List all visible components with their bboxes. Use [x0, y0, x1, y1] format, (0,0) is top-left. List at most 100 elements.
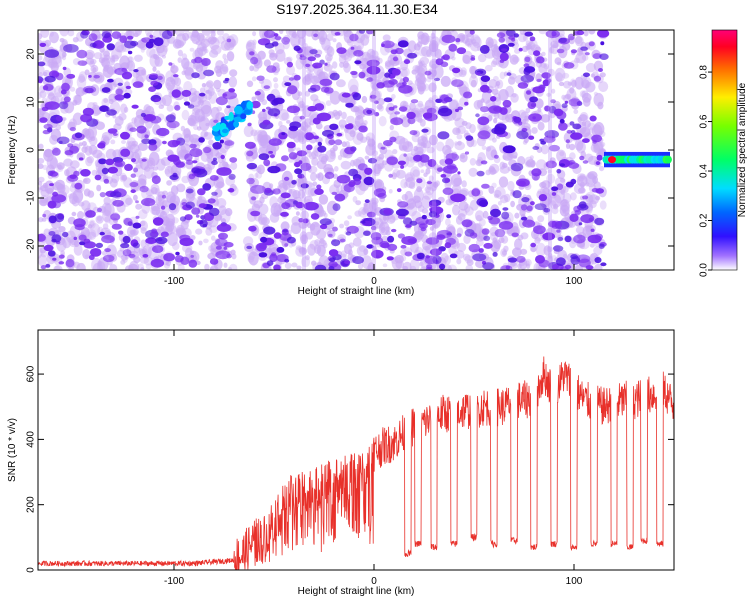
noise-speck [183, 127, 191, 138]
noise-speck [275, 49, 286, 62]
noise-speck [352, 196, 358, 203]
noise-speck [126, 60, 136, 72]
noise-blob [480, 106, 489, 113]
noise-blob [152, 217, 164, 226]
noise-speck [38, 176, 45, 183]
noise-blob [516, 130, 529, 140]
noise-speck [211, 235, 216, 241]
noise-speck [42, 182, 48, 189]
noise-blob [114, 67, 128, 76]
noise-speck [554, 177, 566, 187]
noise-speck [488, 185, 495, 194]
noise-blob [457, 106, 464, 111]
noise-speck [57, 48, 66, 59]
noise-blob [246, 245, 253, 250]
noise-speck [251, 96, 257, 102]
noise-speck [109, 264, 118, 270]
noise-blob [180, 256, 190, 265]
noise-blob [559, 163, 566, 167]
noise-speck [135, 66, 146, 76]
noise-speck [119, 172, 127, 183]
noise-blob [202, 183, 212, 191]
noise-blob [478, 248, 484, 253]
noise-speck [113, 123, 122, 131]
noise-speck [86, 51, 94, 60]
noise-speck [193, 90, 200, 96]
noise-blob [263, 30, 276, 38]
noise-blob [173, 74, 179, 78]
noise-speck [251, 76, 257, 82]
noise-blob [357, 163, 368, 171]
noise-blob [187, 104, 195, 109]
noise-blob [133, 69, 139, 73]
noise-speck [69, 192, 78, 205]
noise-blob [131, 104, 139, 109]
noise-speck [152, 30, 162, 38]
noise-blob [536, 56, 545, 64]
noise-speck [166, 194, 176, 204]
noise-blob [302, 218, 309, 224]
noise-blob [566, 129, 572, 134]
noise-speck [540, 114, 551, 123]
noise-blob [528, 135, 535, 140]
noise-blob [98, 158, 107, 165]
noise-blob [216, 167, 232, 176]
noise-blob [38, 233, 46, 242]
noise-speck [364, 155, 370, 160]
noise-blob [437, 131, 450, 140]
noise-blob [592, 53, 602, 60]
noise-speck [260, 136, 269, 149]
colorbar-tick-label: 0.8 [699, 65, 710, 79]
noise-blob [374, 100, 379, 105]
noise-blob [598, 243, 605, 249]
noise-blob [309, 49, 318, 55]
noise-blob [366, 244, 374, 249]
noise-blob [364, 199, 370, 204]
noise-speck [373, 181, 383, 189]
noise-blob [191, 207, 201, 215]
noise-speck [145, 263, 152, 270]
noise-speck [502, 152, 513, 161]
noise-speck [430, 32, 436, 39]
noise-blob [288, 77, 294, 81]
noise-blob [529, 36, 536, 42]
noise-speck [288, 147, 294, 153]
noise-speck [300, 234, 308, 245]
noise-blob [323, 87, 334, 94]
noise-blob [566, 160, 573, 166]
noise-speck [579, 114, 588, 122]
noise-speck [385, 230, 391, 236]
noise-blob [543, 208, 551, 213]
noise-speck [345, 47, 357, 58]
noise-blob [281, 202, 291, 210]
noise-blob [119, 35, 128, 43]
noise-blob [422, 112, 433, 119]
noise-blob [592, 139, 597, 144]
noise-speck [589, 253, 596, 262]
noise-blob [499, 107, 508, 115]
noise-speck [175, 30, 185, 37]
noise-blob [476, 198, 488, 207]
noise-blob [457, 171, 461, 175]
noise-blob [531, 173, 540, 181]
noise-speck [540, 144, 549, 155]
noise-speck [508, 76, 516, 85]
noise-blob [153, 37, 164, 47]
noise-blob [366, 211, 376, 218]
noise-blob [470, 57, 476, 61]
noise-speck [510, 93, 519, 103]
noise-blob [570, 130, 576, 134]
noise-blob [276, 246, 285, 253]
noise-speck [152, 166, 159, 171]
noise-speck [284, 262, 292, 270]
drift-signal-blob [241, 100, 246, 110]
tone-blob [664, 155, 672, 164]
noise-speck [578, 187, 586, 194]
noise-blob [179, 216, 187, 222]
noise-blob [101, 31, 111, 39]
noise-speck [306, 151, 312, 158]
noise-blob [336, 132, 343, 137]
noise-blob [218, 232, 228, 240]
noise-speck [54, 265, 63, 270]
noise-speck [384, 61, 395, 70]
